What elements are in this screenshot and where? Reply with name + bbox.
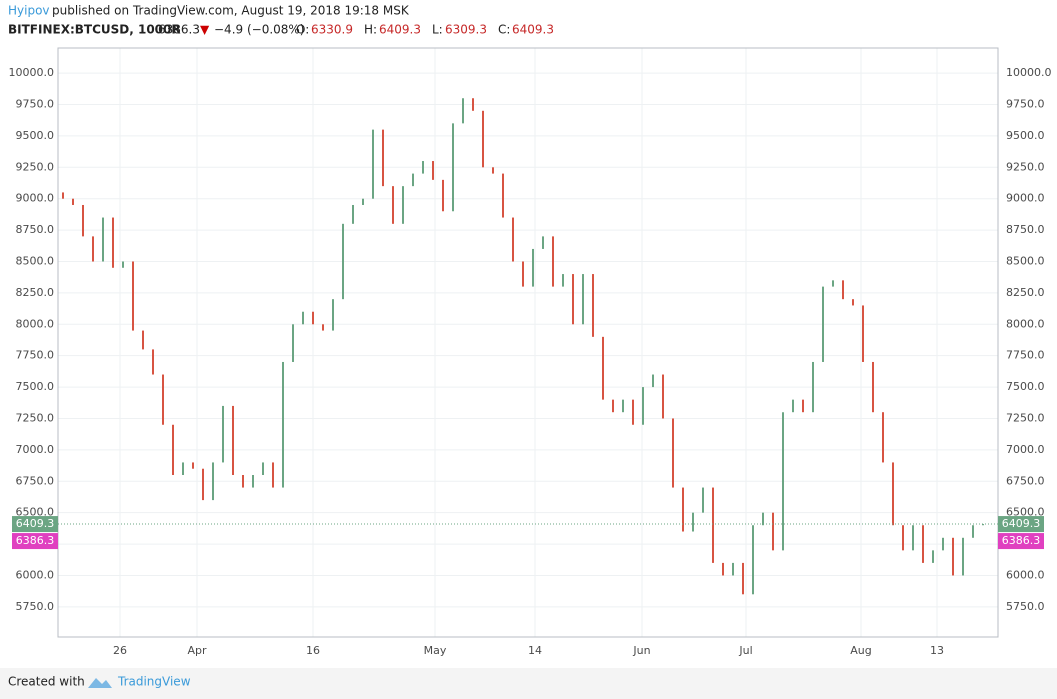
- x-tick-label: Apr: [187, 644, 207, 657]
- y-tick-label: 9750.0: [16, 98, 55, 111]
- l-label: L:: [432, 23, 443, 37]
- published: published on TradingView.com, August 19,…: [52, 4, 410, 18]
- y-tick-label: 6000.0: [16, 568, 55, 581]
- arrow: ▼: [200, 23, 210, 37]
- x-tick-label: Aug: [850, 644, 871, 657]
- author[interactable]: Hyipov: [8, 4, 50, 18]
- y-tick-label-right: 8750.0: [1006, 223, 1045, 236]
- price-tag-left: [12, 516, 58, 533]
- y-tick-label-right: 9250.0: [1006, 160, 1045, 173]
- x-tick-label: 13: [930, 644, 944, 657]
- price-tag-right: [998, 516, 1044, 533]
- y-tick-label: 7750.0: [16, 349, 55, 362]
- c: 6409.3: [512, 23, 554, 37]
- y-tick-label: 9000.0: [16, 192, 55, 205]
- y-tick-label: 6500.0: [16, 506, 55, 519]
- y-tick-label-right: 10000.0: [1006, 66, 1052, 79]
- y-tick-label-right: 9750.0: [1006, 98, 1045, 111]
- y-tick-label: 8250.0: [16, 286, 55, 299]
- y-tick-label: 7500.0: [16, 380, 55, 393]
- y-tick-label-right: 8500.0: [1006, 254, 1045, 267]
- x-tick-label: 26: [113, 644, 127, 657]
- y-tick-label: 9250.0: [16, 160, 55, 173]
- y-tick-label-right: 9500.0: [1006, 129, 1045, 142]
- y-tick-label-right: 7500.0: [1006, 380, 1045, 393]
- y-tick-label: 5750.0: [16, 600, 55, 613]
- price-label-right: 6409.3: [1002, 517, 1041, 530]
- x-tick-label: Jul: [738, 644, 752, 657]
- y-tick-label-right: 5750.0: [1006, 600, 1045, 613]
- y-tick-label: 7250.0: [16, 411, 55, 424]
- change: −4.9 (−0.08%): [214, 23, 305, 37]
- y-tick-label-right: 7250.0: [1006, 411, 1045, 424]
- h: 6409.3: [379, 23, 421, 37]
- y-tick-label: 7000.0: [16, 443, 55, 456]
- y-tick-label: 8750.0: [16, 223, 55, 236]
- price-tag-right: [998, 533, 1044, 550]
- o-label: O:: [296, 23, 309, 37]
- o: 6330.9: [311, 23, 353, 37]
- x-tick-label: Jun: [632, 644, 650, 657]
- plot-border: [57, 47, 999, 638]
- y-tick-label-right: 6500.0: [1006, 506, 1045, 519]
- y-tick-label-right: 7750.0: [1006, 349, 1045, 362]
- price-label-left: 6409.3: [16, 517, 55, 530]
- l: 6309.3: [445, 23, 487, 37]
- price-tag-left: [12, 533, 58, 550]
- y-tick-label-right: 9000.0: [1006, 192, 1045, 205]
- symbol: BITFINEX:BTCUSD, 1000R: [8, 23, 181, 37]
- y-tick-label: 8000.0: [16, 317, 55, 330]
- h-label: H:: [364, 23, 377, 37]
- y-tick-label-right: 8250.0: [1006, 286, 1045, 299]
- y-tick-label: 9500.0: [16, 129, 55, 142]
- y-tick-label-right: 7000.0: [1006, 443, 1045, 456]
- footer-created: Created with: [8, 675, 85, 689]
- x-tick-label: May: [424, 644, 447, 657]
- price-label-left: 6386.3: [16, 534, 55, 547]
- last: 6386.3: [158, 23, 200, 37]
- x-tick-label: 14: [528, 644, 542, 657]
- logo: [88, 678, 112, 688]
- y-tick-label-right: 6750.0: [1006, 474, 1045, 487]
- y-tick-label: 8500.0: [16, 254, 55, 267]
- c-label: C:: [498, 23, 510, 37]
- x-tick-label: 16: [306, 644, 320, 657]
- price-label-right: 6386.3: [1002, 534, 1041, 547]
- footer-brand[interactable]: TradingView: [117, 675, 191, 689]
- y-tick-label-right: 6000.0: [1006, 568, 1045, 581]
- y-tick-label: 10000.0: [9, 66, 55, 79]
- y-tick-label-right: 8000.0: [1006, 317, 1045, 330]
- footer-bar: [0, 668, 1057, 699]
- y-tick-label: 6750.0: [16, 474, 55, 487]
